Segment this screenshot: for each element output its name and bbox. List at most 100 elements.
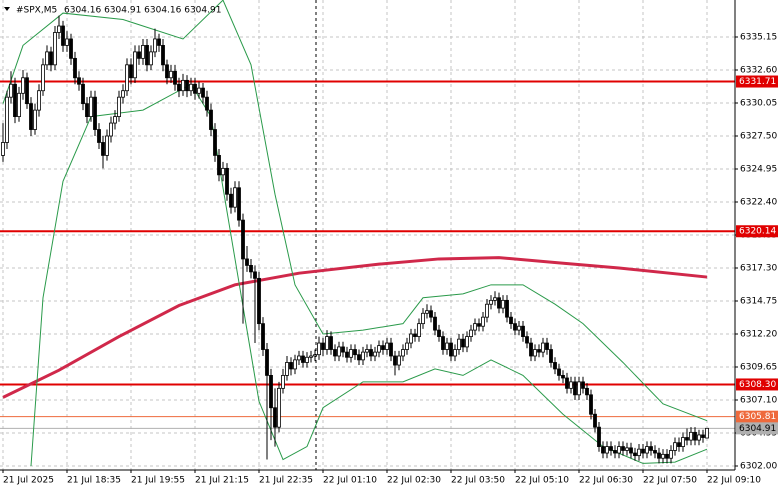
candle-body [465,336,469,348]
candle-body [249,265,253,273]
candle-body [641,448,645,454]
price-level-box [736,225,778,238]
x-tick-label: 22 Jul 07:50 [643,476,697,486]
candle-body [217,155,221,176]
price-level-label: 6308.30 [739,380,776,390]
candle-body [9,83,13,98]
candle-body [489,299,493,305]
candle-body [565,377,569,389]
candle-body [413,333,417,337]
candle-body [69,38,73,59]
candle-body [357,354,361,361]
candle-body [305,356,309,363]
candle-body [373,351,377,357]
candle-body [569,381,573,389]
price-level-box [736,410,778,423]
candle-body [165,64,169,79]
candle-body [701,434,705,438]
candle-body [673,442,677,451]
candle-body [633,452,637,457]
candle-body [637,448,641,457]
x-tick-label: 21 Jul 19:55 [131,476,185,486]
indicator-line [2,256,708,399]
candle-body [301,355,305,363]
candle-body [289,362,293,370]
candle-body [621,446,625,451]
candle-body [577,381,581,396]
candle-body [557,368,561,376]
candle-body [293,359,297,370]
candle-body [89,96,93,117]
candle-body [41,64,45,92]
y-tick-label: 6332.60 [740,66,777,76]
candle-body [85,103,89,117]
candle-body [581,381,585,389]
candle-body [193,83,197,94]
candle-body [285,362,289,376]
candle-body [561,375,565,379]
candle-body [649,446,653,451]
candle-body [181,79,185,92]
candle-body [145,45,149,66]
candle-body [449,342,453,357]
candle-body [269,375,273,409]
candle-body [13,83,17,117]
candle-body [173,70,177,85]
y-tick-label: 6317.30 [740,263,777,273]
candle-body [141,45,145,59]
x-tick-label: 22 Jul 05:10 [515,476,569,486]
candle-body [25,77,29,105]
candle-body [73,57,77,79]
candle-body [517,325,521,331]
candles [1,15,709,464]
candle-body [629,447,633,454]
candle-body [81,83,85,105]
grid [0,0,735,470]
candle-body [329,336,333,350]
candle-body [541,342,545,353]
candle-body [169,70,173,79]
candle-body [705,427,709,439]
candle-body [333,349,337,357]
candle-body [261,323,265,350]
candle-body [477,323,481,327]
price-level-label: 6331.71 [739,77,776,87]
candle-body [677,442,681,447]
candle-body [533,349,537,357]
candle-body [433,316,437,331]
candle-body [113,116,117,124]
candle-body [697,434,701,441]
candle-body [213,129,217,156]
candle-body [445,342,449,350]
candle-body [501,299,505,309]
x-tick-label: 21 Jul 21:15 [195,476,249,486]
menu-arrow[interactable] [4,7,10,11]
candle-body [337,346,341,357]
candle-body [405,342,409,350]
candle-body [317,342,321,356]
candle-body [185,79,189,92]
candle-body [485,303,489,318]
x-tick-label: 22 Jul 06:30 [579,476,633,486]
candle-body [65,38,69,46]
candle-body [537,349,541,353]
candle-body [201,87,205,98]
candle-body [149,51,153,66]
candle-body [601,446,605,454]
candle-body [101,142,105,156]
candle-body [309,355,313,358]
y-tick-label: 6307.10 [740,395,777,405]
x-tick-label: 21 Jul 22:35 [259,476,313,486]
candle-body [397,355,401,366]
axes: 6302.006304.556307.106309.656312.206314.… [2,33,778,486]
candle-body [161,45,165,66]
candle-body [625,447,629,451]
candle-body [509,316,513,325]
candle-body [645,446,649,454]
candle-body [349,349,353,358]
candle-body [237,187,241,221]
x-tick-label: 21 Jul 18:35 [67,476,121,486]
candle-body [157,38,161,46]
candle-body [417,323,421,337]
